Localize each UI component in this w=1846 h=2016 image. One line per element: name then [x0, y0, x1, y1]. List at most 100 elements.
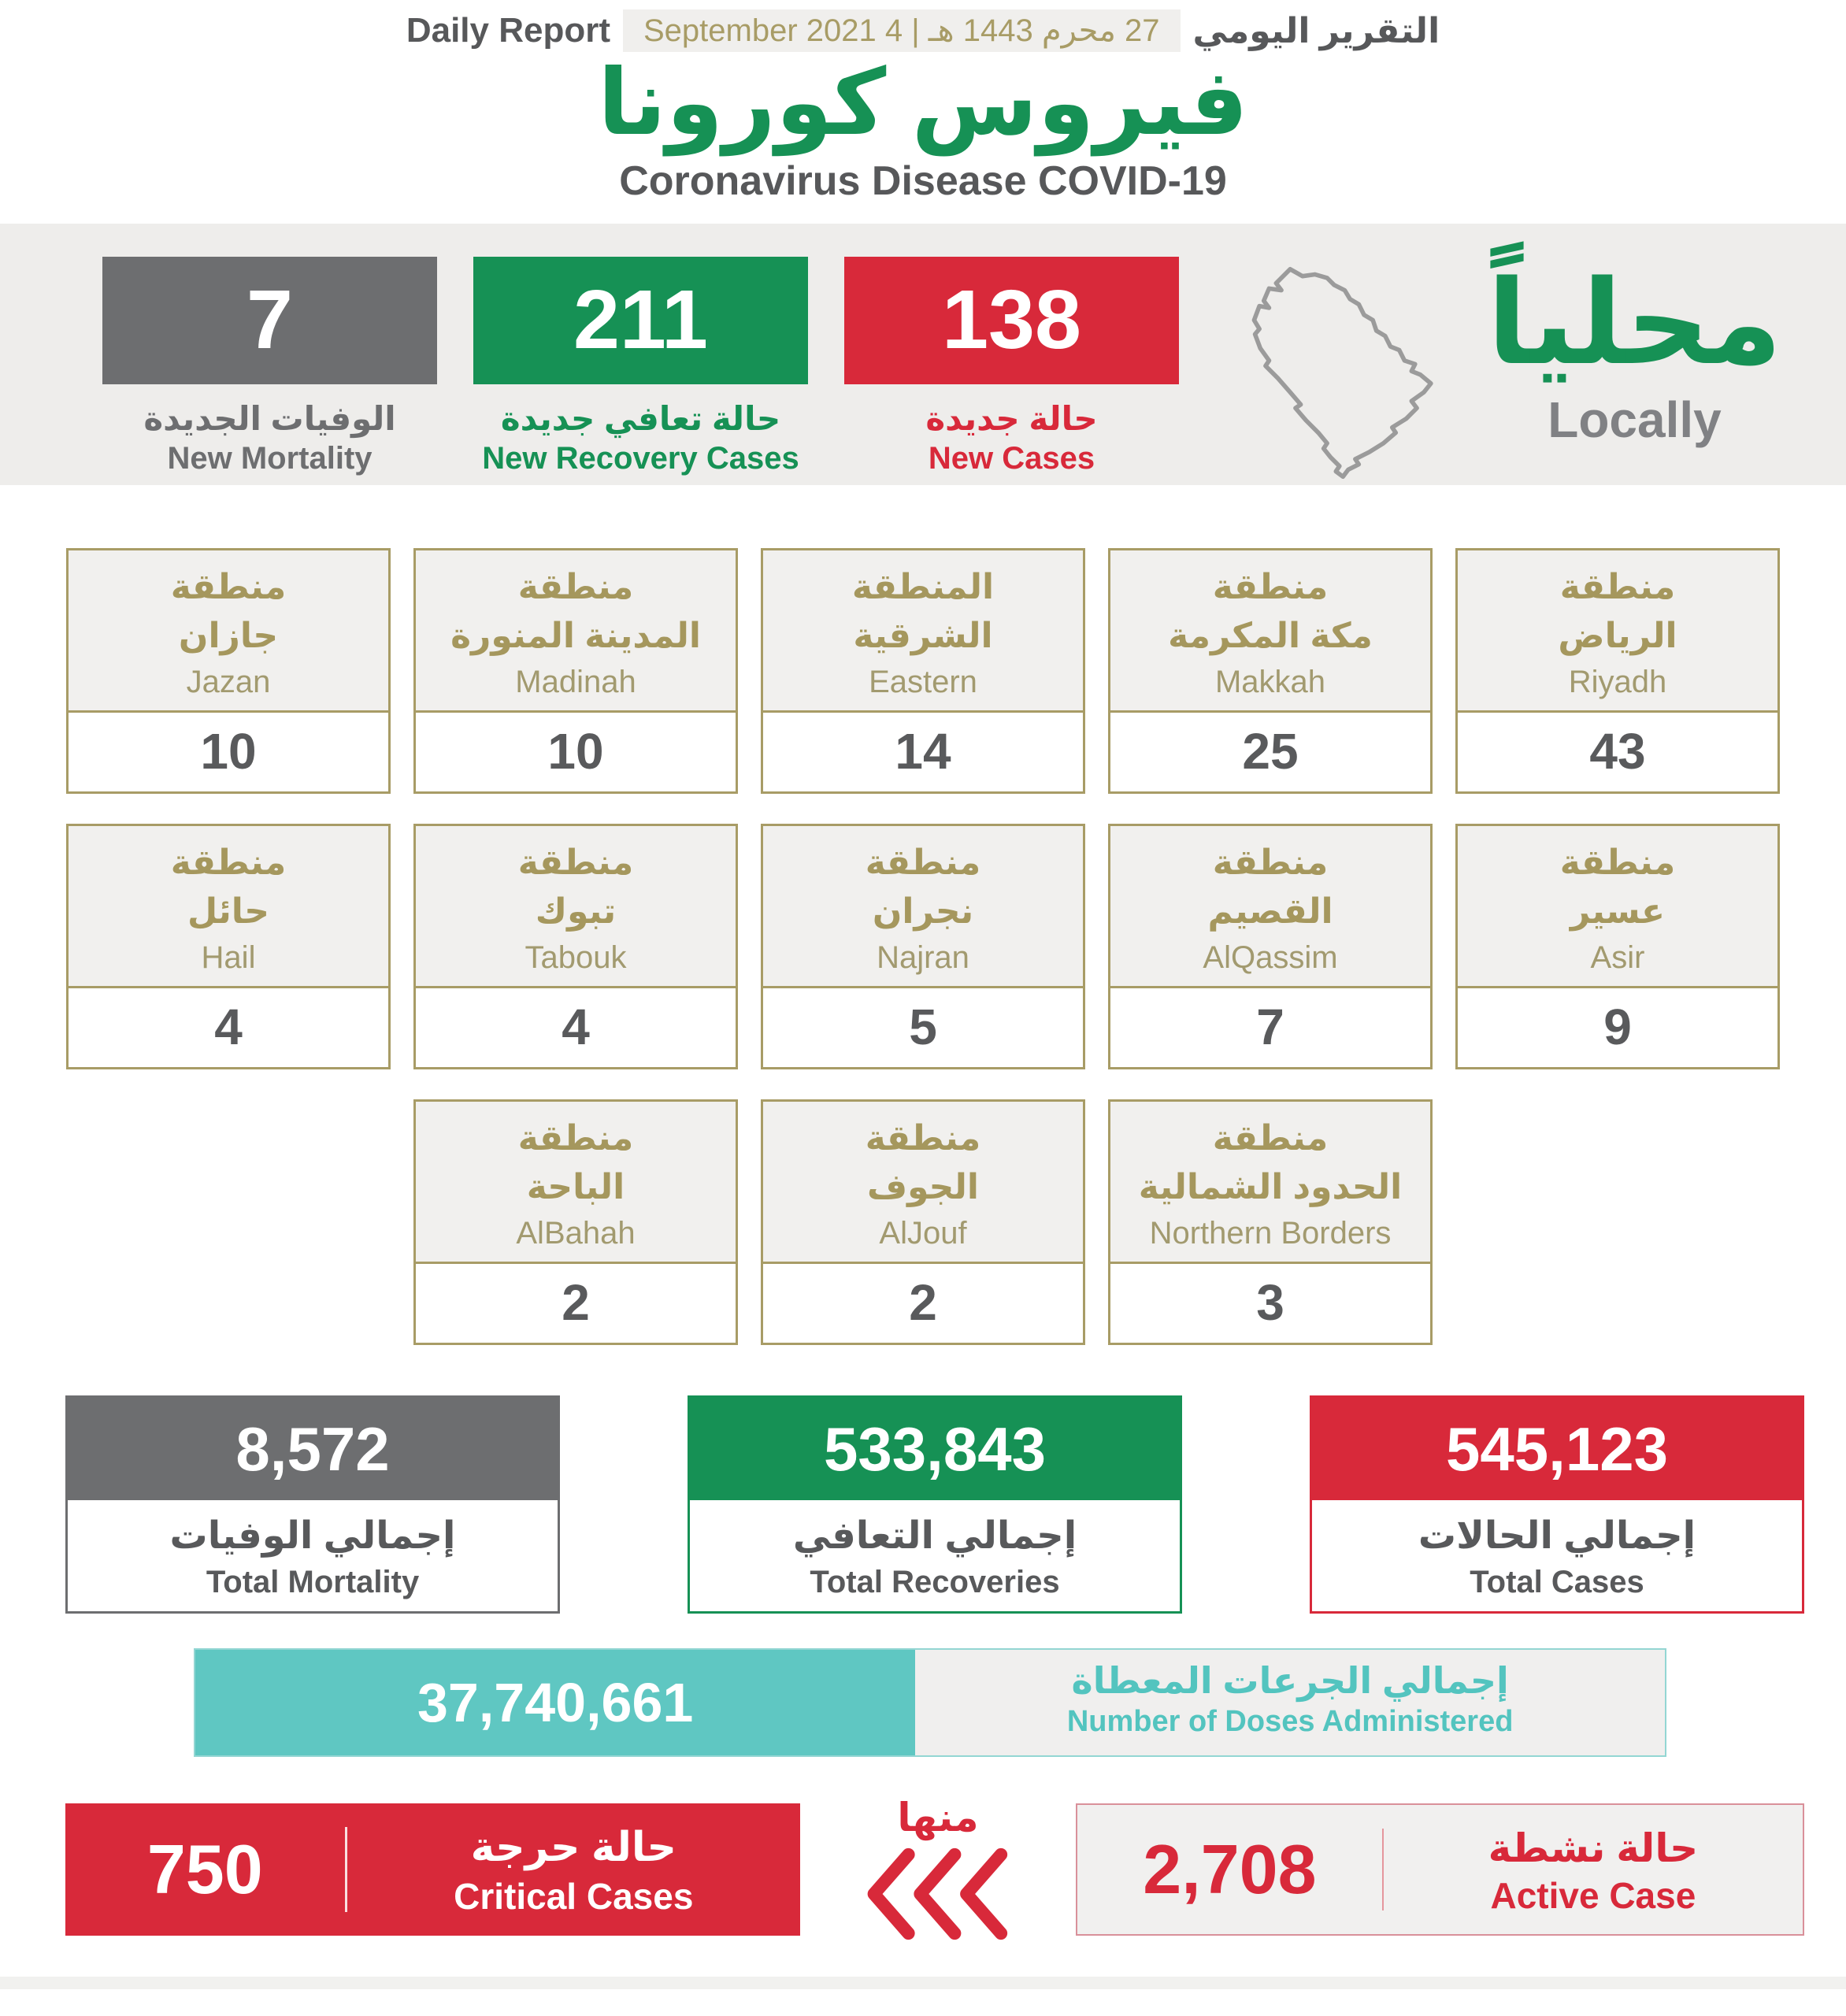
new-recovery-stat: 211 حالة تعافي جديدة New Recovery Cases: [473, 256, 808, 478]
critical-cases-label-ar: حالة حرجة: [470, 1825, 676, 1871]
region-card-madinah: منطقة المدينة المنورة Madinah 10: [413, 547, 738, 794]
active-cases-label-en: Active Case: [1490, 1874, 1696, 1916]
region-new-cases-value: 5: [909, 998, 937, 1055]
region-name-ar: منطقة حائل: [170, 843, 287, 932]
region-name-en: AlBahah: [516, 1215, 636, 1251]
daily-report-label-ar: التقرير اليومي: [1192, 11, 1440, 50]
region-name-ar: منطقة عسير: [1559, 843, 1676, 932]
doses-label-en: Number of Doses Administered: [1066, 1704, 1514, 1738]
total-cases-label-en: Total Cases: [1470, 1564, 1644, 1599]
new-mortality-stat: 7 الوفيات الجديدة New Mortality: [102, 256, 437, 478]
active-cases-label-ar: حالة نشطة: [1488, 1825, 1699, 1870]
of-which-annotation: منها: [800, 1795, 1076, 1945]
region-card-eastern: المنطقة الشرقية Eastern 14: [761, 547, 1085, 794]
disease-title-en: Coronavirus Disease COVID-19: [619, 158, 1227, 204]
region-name-en: Hail: [201, 939, 256, 975]
new-cases-label-en: New Cases: [928, 441, 1095, 476]
regions-row-2: منطقة حائل Hail 4 منطقة تبوك Tabouk 4 منطق…: [0, 823, 1846, 1069]
locally-heading-ar: محلياً: [1487, 258, 1782, 388]
active-cases-box: 2,708 حالة نشطة Active Case: [1076, 1803, 1804, 1936]
region-name-ar: منطقة القصيم: [1207, 843, 1333, 932]
of-which-label-ar: منها: [897, 1795, 979, 1840]
divider: [1381, 1829, 1384, 1911]
total-recoveries-card: 533,843 إجمالي التعافي Total Recoveries: [688, 1395, 1182, 1614]
new-mortality-value: 7: [102, 256, 437, 384]
region-name-ar: منطقة نجران: [865, 843, 981, 932]
new-cases-label-ar: حالة جديدة: [925, 399, 1098, 437]
doses-label-ar: إجمالي الجرعات المعطاة: [1071, 1659, 1509, 1701]
region-name-ar: منطقة تبوك: [517, 843, 634, 932]
region-name-en: AlJouf: [879, 1215, 967, 1251]
footer-strip: [0, 1976, 1846, 1989]
region-name-en: Najran: [877, 939, 969, 975]
region-new-cases-value: 4: [562, 998, 590, 1055]
region-card-najran: منطقة نجران Najran 5: [761, 823, 1085, 1069]
total-cases-label-ar: إجمالي الحالات: [1418, 1514, 1696, 1557]
region-new-cases-value: 14: [895, 722, 951, 780]
region-name-ar: منطقة الباحة: [517, 1118, 634, 1207]
disease-title-ar: فيروس كورونا: [597, 51, 1249, 154]
region-name-en: Jazan: [186, 664, 271, 699]
total-recoveries-label-ar: إجمالي التعافي: [792, 1514, 1077, 1557]
totals-section: 8,572 إجمالي الوفيات Total Mortality 533…: [65, 1395, 1804, 1614]
region-name-en: Northern Borders: [1149, 1215, 1392, 1251]
locally-heading-en: Locally: [1548, 391, 1722, 449]
daily-report-label-en: Daily Report: [406, 11, 610, 50]
report-header: Daily Report 27 محرم 1443 هـ | 4 Septemb…: [0, 0, 1846, 205]
region-name-en: Makkah: [1214, 664, 1326, 699]
report-top-line: Daily Report 27 محرم 1443 هـ | 4 Septemb…: [0, 0, 1846, 52]
doses-bar: 37,740,661 إجمالي الجرعات المعطاة Number…: [194, 1647, 1666, 1757]
region-new-cases-value: 2: [562, 1273, 590, 1331]
region-card-alqassim: منطقة القصيم AlQassim 7: [1108, 823, 1433, 1069]
region-name-ar: منطقة الحدود الشمالية: [1138, 1118, 1403, 1207]
doses-value: 37,740,661: [195, 1649, 916, 1755]
new-recovery-label-en: New Recovery Cases: [482, 441, 799, 476]
total-mortality-value: 8,572: [68, 1397, 558, 1500]
region-card-makkah: منطقة مكة المكرمة Makkah 25: [1108, 547, 1433, 794]
total-mortality-label-en: Total Mortality: [206, 1564, 420, 1599]
new-recovery-label-ar: حالة تعافي جديدة: [500, 399, 781, 437]
region-name-ar: المنطقة الشرقية: [851, 567, 995, 656]
region-new-cases-value: 10: [200, 722, 257, 780]
total-mortality-card: 8,572 إجمالي الوفيات Total Mortality: [65, 1395, 560, 1614]
regions-row-3: منطقة الباحة AlBahah 2 منطقة الجوف AlJouf …: [0, 1099, 1846, 1345]
new-cases-stat: 138 حالة جديدة New Cases: [844, 256, 1179, 478]
region-name-en: Madinah: [515, 664, 636, 699]
region-name-en: Riyadh: [1568, 664, 1667, 699]
region-new-cases-value: 9: [1603, 998, 1632, 1055]
region-name-en: Tabouk: [525, 939, 627, 975]
divider: [344, 1827, 347, 1913]
active-cases-value: 2,708: [1143, 1830, 1317, 1909]
locally-heading: محلياً Locally: [1462, 257, 1807, 449]
report-date-hijri: 27 محرم 1443 هـ: [928, 13, 1160, 48]
total-mortality-label-ar: إجمالي الوفيات: [169, 1514, 456, 1557]
region-new-cases-value: 7: [1256, 998, 1284, 1055]
region-new-cases-value: 2: [909, 1273, 937, 1331]
local-stats-band: 7 الوفيات الجديدة New Mortality 211 حالة…: [0, 223, 1846, 485]
region-card-tabouk: منطقة تبوك Tabouk 4: [413, 823, 738, 1069]
region-card-riyadh: منطقة الرياض Riyadh 43: [1455, 547, 1780, 794]
region-new-cases-value: 10: [547, 722, 604, 780]
total-cases-value: 545,123: [1312, 1397, 1802, 1500]
region-new-cases-value: 4: [214, 998, 243, 1055]
region-card-asir: منطقة عسير Asir 9: [1455, 823, 1780, 1069]
total-recoveries-value: 533,843: [690, 1397, 1180, 1500]
region-card-jazan: منطقة جازان Jazan 10: [66, 547, 391, 794]
critical-cases-label-en: Critical Cases: [454, 1876, 694, 1918]
region-new-cases-value: 3: [1256, 1273, 1284, 1331]
critical-cases-value: 750: [146, 1830, 263, 1909]
bottom-row: 750 حالة حرجة Critical Cases منها 2,708 …: [65, 1795, 1804, 1945]
total-recoveries-label-en: Total Recoveries: [810, 1564, 1060, 1599]
regions-grid: منطقة جازان Jazan 10 منطقة المدينة المنورة…: [0, 547, 1846, 1345]
region-name-ar: منطقة الرياض: [1558, 567, 1677, 656]
region-name-ar: منطقة المدينة المنورة: [450, 567, 701, 656]
region-name-ar: منطقة جازان: [170, 567, 287, 656]
saudi-arabia-map-icon: [1236, 260, 1447, 497]
critical-cases-box: 750 حالة حرجة Critical Cases: [65, 1803, 800, 1936]
regions-row-1: منطقة جازان Jazan 10 منطقة المدينة المنورة…: [0, 547, 1846, 794]
region-name-ar: منطقة الجوف: [865, 1118, 981, 1207]
region-name-en: AlQassim: [1203, 939, 1338, 975]
region-new-cases-value: 43: [1589, 722, 1646, 780]
new-cases-value: 138: [844, 256, 1179, 384]
